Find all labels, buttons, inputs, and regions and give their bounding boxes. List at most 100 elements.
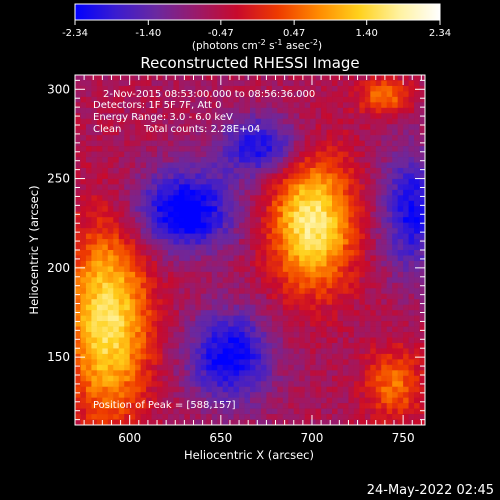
heatmap-cell bbox=[293, 375, 300, 382]
heatmap-cell bbox=[239, 370, 245, 377]
heatmap-cell bbox=[381, 348, 388, 355]
heatmap-cell bbox=[310, 102, 316, 109]
heatmap-cell bbox=[151, 167, 158, 174]
heatmap-cell bbox=[326, 370, 333, 377]
heatmap-cell bbox=[386, 304, 393, 311]
heatmap-cell bbox=[140, 337, 147, 344]
heatmap-cell bbox=[124, 195, 131, 202]
heatmap-cell bbox=[370, 310, 377, 316]
heatmap-cell bbox=[211, 173, 218, 180]
heatmap-cell bbox=[375, 167, 382, 174]
heatmap-cell bbox=[217, 419, 224, 426]
heatmap-cell bbox=[91, 342, 98, 349]
heatmap-cell bbox=[337, 206, 344, 213]
heatmap-cell bbox=[348, 200, 355, 207]
heatmap-cell bbox=[75, 342, 81, 349]
heatmap-cell bbox=[392, 211, 399, 218]
heatmap-cell bbox=[359, 157, 366, 163]
heatmap-cell bbox=[217, 260, 224, 267]
heatmap-cell bbox=[326, 167, 333, 174]
heatmap-cell bbox=[85, 321, 92, 327]
heatmap-cell bbox=[91, 288, 98, 295]
heatmap-cell bbox=[414, 277, 420, 284]
heatmap-cell bbox=[195, 282, 202, 289]
heatmap-cell bbox=[255, 255, 262, 262]
colorbar-units-prefix: (photons cm bbox=[192, 40, 258, 52]
heatmap-cell bbox=[140, 386, 147, 393]
heatmap-cell bbox=[342, 299, 349, 306]
heatmap-cell bbox=[419, 167, 426, 174]
heatmap-cell bbox=[195, 288, 202, 295]
heatmap-cell bbox=[75, 293, 81, 300]
heatmap-cell bbox=[233, 288, 240, 295]
heatmap-cell bbox=[173, 146, 180, 152]
heatmap-cell bbox=[162, 75, 169, 81]
heatmap-cell bbox=[96, 282, 103, 289]
heatmap-cell bbox=[337, 260, 344, 267]
heatmap-cell bbox=[381, 408, 388, 415]
heatmap-cell bbox=[304, 342, 311, 349]
heatmap-cell bbox=[85, 206, 92, 213]
heatmap-cell bbox=[364, 397, 371, 404]
heatmap-cell bbox=[91, 178, 98, 185]
heatmap-cell bbox=[414, 250, 420, 256]
heatmap-cell bbox=[299, 113, 306, 120]
heatmap-cell bbox=[414, 151, 420, 158]
heatmap-cell bbox=[162, 271, 169, 278]
heatmap-cell bbox=[217, 228, 224, 234]
heatmap-cell bbox=[408, 386, 415, 393]
heatmap-cell bbox=[85, 75, 92, 81]
heatmap-cell bbox=[102, 293, 109, 300]
heatmap-cell bbox=[332, 414, 338, 420]
heatmap-cell bbox=[266, 370, 273, 377]
heatmap-cell bbox=[91, 239, 98, 245]
heatmap-cell bbox=[135, 228, 141, 234]
heatmap-cell bbox=[113, 419, 120, 426]
heatmap-cell bbox=[91, 359, 98, 366]
heatmap-cell bbox=[304, 206, 311, 213]
heatmap-cell bbox=[146, 288, 152, 295]
heatmap-cell bbox=[277, 375, 284, 382]
heatmap-cell bbox=[266, 250, 273, 256]
heatmap-cell bbox=[266, 353, 273, 360]
heatmap-cell bbox=[167, 288, 174, 295]
heatmap-cell bbox=[397, 211, 404, 218]
heatmap-cell bbox=[326, 375, 333, 382]
heatmap-cell bbox=[282, 244, 289, 251]
heatmap-cell bbox=[408, 140, 415, 147]
heatmap-cell bbox=[386, 321, 393, 327]
heatmap-cell bbox=[315, 310, 322, 316]
heatmap-cell bbox=[342, 211, 349, 218]
heatmap-cell bbox=[222, 332, 229, 338]
heatmap-cell bbox=[255, 102, 262, 109]
heatmap-cell bbox=[353, 211, 360, 218]
heatmap-cell bbox=[211, 381, 218, 388]
heatmap-cell bbox=[353, 135, 360, 141]
heatmap-cell bbox=[157, 239, 163, 245]
heatmap-cell bbox=[118, 321, 125, 327]
heatmap-cell bbox=[85, 332, 92, 338]
heatmap-cell bbox=[250, 228, 256, 234]
heatmap-cell bbox=[293, 332, 300, 338]
heatmap-cell bbox=[135, 184, 141, 191]
heatmap-cell bbox=[326, 178, 333, 185]
heatmap-cell bbox=[118, 342, 125, 349]
heatmap-cell bbox=[255, 85, 262, 92]
heatmap-cell bbox=[189, 222, 196, 229]
heatmap-cell bbox=[113, 310, 120, 316]
heatmap-cell bbox=[91, 304, 98, 311]
heatmap-cell bbox=[178, 277, 185, 284]
heatmap-cell bbox=[157, 124, 163, 131]
heatmap-cell bbox=[315, 151, 322, 158]
heatmap-cell bbox=[200, 381, 207, 388]
heatmap-cell bbox=[75, 239, 81, 245]
heatmap-cell bbox=[348, 107, 355, 114]
heatmap-cell bbox=[386, 80, 393, 87]
heatmap-cell bbox=[337, 211, 344, 218]
heatmap-cell bbox=[113, 178, 120, 185]
heatmap-cell bbox=[353, 107, 360, 114]
heatmap-cell bbox=[228, 260, 234, 267]
heatmap-cell bbox=[129, 75, 136, 81]
heatmap-cell bbox=[403, 233, 409, 240]
heatmap-cell bbox=[326, 381, 333, 388]
